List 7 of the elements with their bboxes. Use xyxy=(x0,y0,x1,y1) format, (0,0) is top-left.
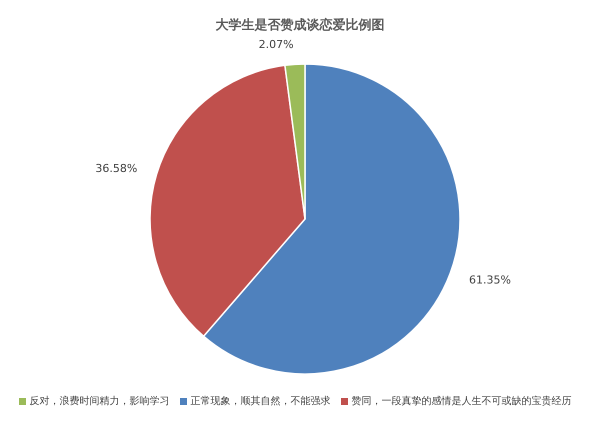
data-label: 61.35% xyxy=(468,274,511,287)
data-label: 36.58% xyxy=(95,162,138,176)
chart-title: 大学生是否赞成谈恋爱比例图 xyxy=(214,16,386,35)
legend-label: 反对，浪费时间精力，影响学习 xyxy=(30,396,170,407)
legend-label: 赞同，一段真挚的感情是人生不可或缺的宝贵经历 xyxy=(352,396,572,407)
data-label: 2.07% xyxy=(258,38,294,51)
legend-label: 正常现象，顺其自然，不能强求 xyxy=(190,396,330,407)
